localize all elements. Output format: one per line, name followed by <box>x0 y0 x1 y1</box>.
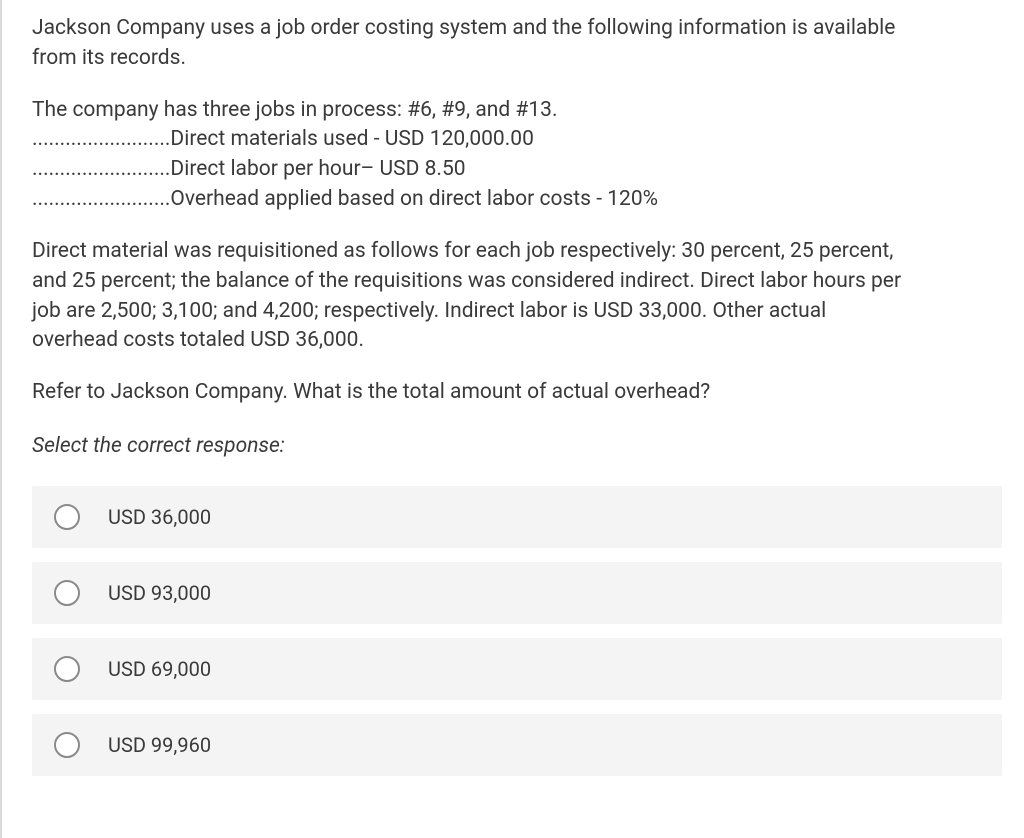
option-c[interactable]: USD 69,000 <box>32 638 1002 700</box>
select-prompt: Select the correct response: <box>32 434 1002 458</box>
question-page: Jackson Company uses a job order costing… <box>0 0 1024 838</box>
options-list: USD 36,000 USD 93,000 USD 69,000 USD 99,… <box>32 486 1002 776</box>
para3-line4: overhead costs totaled USD 36,000. <box>32 326 1002 356</box>
option-label: USD 99,960 <box>108 733 211 757</box>
option-a[interactable]: USD 36,000 <box>32 486 1002 548</box>
radio-icon <box>54 656 80 682</box>
para2-line1: The company has three jobs in process: #… <box>32 96 1002 126</box>
bullet-direct-labor: .........................Direct labor pe… <box>32 157 466 181</box>
radio-icon <box>54 504 80 530</box>
bullet-overhead: .........................Overhead applie… <box>32 187 658 211</box>
blank-line <box>32 74 1002 96</box>
para3-line2: and 25 percent; the balance of the requi… <box>32 267 1002 297</box>
bullet-direct-materials: .........................Direct material… <box>32 127 534 151</box>
option-label: USD 69,000 <box>108 657 211 681</box>
radio-icon <box>54 732 80 758</box>
radio-icon <box>54 580 80 606</box>
para1-line2: from its records. <box>32 44 1002 74</box>
blank-line <box>32 356 1002 378</box>
para3-line3: job are 2,500; 3,100; and 4,200; respect… <box>32 297 1002 327</box>
blank-line <box>32 215 1002 237</box>
para1-line1: Jackson Company uses a job order costing… <box>32 14 1002 44</box>
question-prompt: Refer to Jackson Company. What is the to… <box>32 378 1002 408</box>
option-b[interactable]: USD 93,000 <box>32 562 1002 624</box>
option-label: USD 36,000 <box>108 505 211 529</box>
para3-line1: Direct material was requisitioned as fol… <box>32 237 1002 267</box>
option-d[interactable]: USD 99,960 <box>32 714 1002 776</box>
question-text: Jackson Company uses a job order costing… <box>32 14 1002 408</box>
option-label: USD 93,000 <box>108 581 211 605</box>
